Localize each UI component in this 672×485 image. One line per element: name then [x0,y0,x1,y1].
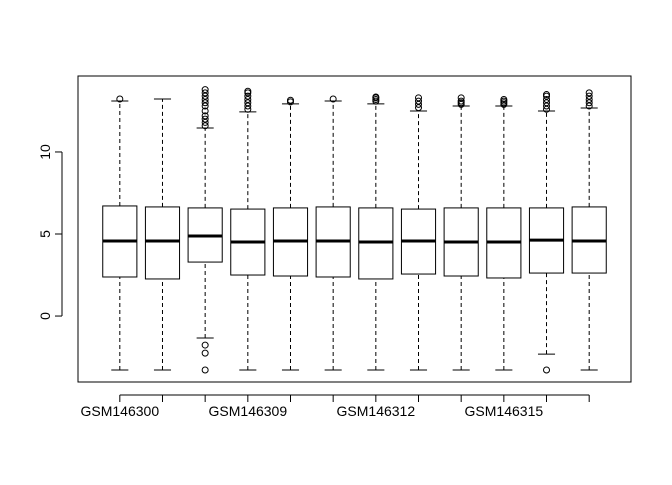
outlier [201,107,209,115]
outlier [415,100,423,108]
outlier [500,95,508,103]
outlier [457,97,465,105]
outlier [201,341,209,349]
plot-frame [77,75,632,383]
outlier [415,94,423,102]
outlier [201,89,209,97]
outlier [543,102,551,110]
outlier [244,87,252,95]
outlier [201,366,209,374]
y-tick-label: 10 [37,144,53,160]
outlier [201,99,209,107]
y-tick-label: 5 [37,230,53,238]
outlier [244,105,252,113]
x-tick-label: GSM146300 [81,403,160,419]
box [144,206,181,280]
outlier [201,102,209,110]
y-tick-label: 0 [37,312,53,320]
outlier [201,118,209,126]
outlier [201,112,209,120]
outlier [585,99,593,107]
outlier [372,93,380,101]
outlier [244,95,252,103]
outlier [116,95,124,103]
outlier [585,95,593,103]
outlier [543,95,551,103]
outlier [286,96,294,104]
outlier [201,92,209,100]
outlier [585,92,593,100]
outlier [329,95,337,103]
outlier [244,102,252,110]
outlier [543,91,551,99]
x-tick-label: GSM146312 [337,403,416,419]
outlier [543,99,551,107]
outlier [201,115,209,123]
outlier [415,97,423,105]
outlier [585,102,593,110]
outlier [201,349,209,357]
outlier [585,89,593,97]
outlier [457,94,465,102]
outlier [201,122,209,130]
outlier [244,92,252,100]
outlier [201,95,209,103]
outlier [201,86,209,94]
outlier [244,99,252,107]
outlier [543,366,551,374]
x-tick-label: GSM146315 [465,403,544,419]
x-tick-label: GSM146309 [209,403,288,419]
outlier [543,105,551,113]
outlier [415,104,423,112]
